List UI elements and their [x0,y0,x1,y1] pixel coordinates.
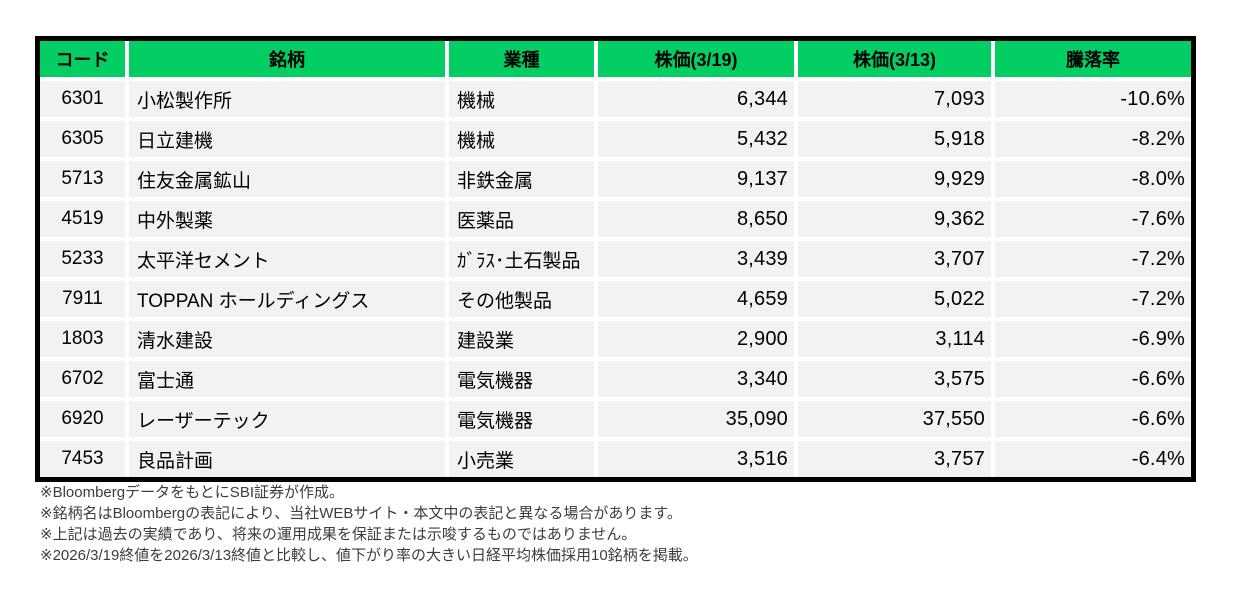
header-code: コード [40,41,125,77]
change-cell: -10.6% [995,81,1191,117]
name-cell: TOPPAN ホールディングス [129,281,445,317]
code-cell: 6920 [40,401,125,437]
name-cell: 日立建機 [129,121,445,157]
change-cell: -6.6% [995,401,1191,437]
price-0313-cell: 5,022 [798,281,991,317]
price-0313-cell: 3,757 [798,441,991,477]
header-name: 銘柄 [129,41,445,77]
footnote-line: ※銘柄名はBloombergの表記により、当社WEBサイト・本文中の表記と異なる… [40,505,682,522]
header-price-0313: 株価(3/13) [798,41,991,77]
footnotes: ※BloombergデータをもとにSBI証券が作成。 ※銘柄名はBloomber… [40,482,698,566]
name-cell: 住友金属鉱山 [129,161,445,197]
code-cell: 5233 [40,241,125,277]
name-cell: 清水建設 [129,321,445,357]
price-0313-cell: 9,929 [798,161,991,197]
code-cell: 4519 [40,201,125,237]
price-0319-cell: 5,432 [598,121,794,157]
price-0319-cell: 8,650 [598,201,794,237]
code-cell: 5713 [40,161,125,197]
sector-cell: 電気機器 [449,361,594,397]
price-0319-cell: 3,340 [598,361,794,397]
change-cell: -8.2% [995,121,1191,157]
sector-cell: ｶﾞﾗｽ･土石製品 [449,241,594,277]
sector-cell: 電気機器 [449,401,594,437]
header-price-0319: 株価(3/19) [598,41,794,77]
price-0313-cell: 7,093 [798,81,991,117]
sector-cell: 医薬品 [449,201,594,237]
name-cell: 良品計画 [129,441,445,477]
change-cell: -7.2% [995,281,1191,317]
name-cell: 小松製作所 [129,81,445,117]
stock-price-table: コード 銘柄 業種 株価(3/19) 株価(3/13) 騰落率 6301 小松製作… [35,36,1196,482]
change-cell: -6.6% [995,361,1191,397]
sector-cell: 建設業 [449,321,594,357]
price-0319-cell: 35,090 [598,401,794,437]
price-0319-cell: 6,344 [598,81,794,117]
sector-cell: 非鉄金属 [449,161,594,197]
change-cell: -6.4% [995,441,1191,477]
name-cell: 中外製薬 [129,201,445,237]
price-0313-cell: 3,114 [798,321,991,357]
sector-cell: その他製品 [449,281,594,317]
price-0319-cell: 3,439 [598,241,794,277]
change-cell: -8.0% [995,161,1191,197]
price-0313-cell: 3,575 [798,361,991,397]
sector-cell: 機械 [449,121,594,157]
footnote-line: ※BloombergデータをもとにSBI証券が作成。 [40,484,344,501]
code-cell: 7453 [40,441,125,477]
name-cell: 富士通 [129,361,445,397]
price-0313-cell: 3,707 [798,241,991,277]
footnote-line: ※上記は過去の実績であり、将来の運用成果を保証または示唆するものではありません。 [40,526,637,543]
footnote-line: ※2026/3/19終値を2026/3/13終値と比較し、値下がり率の大きい日経… [40,547,698,564]
sector-cell: 小売業 [449,441,594,477]
price-0319-cell: 4,659 [598,281,794,317]
change-cell: -7.2% [995,241,1191,277]
code-cell: 7911 [40,281,125,317]
code-cell: 6702 [40,361,125,397]
price-0319-cell: 3,516 [598,441,794,477]
price-0319-cell: 2,900 [598,321,794,357]
name-cell: レーザーテック [129,401,445,437]
price-0313-cell: 5,918 [798,121,991,157]
code-cell: 6305 [40,121,125,157]
code-cell: 1803 [40,321,125,357]
header-change: 騰落率 [995,41,1191,77]
name-cell: 太平洋セメント [129,241,445,277]
header-sector: 業種 [449,41,594,77]
price-0313-cell: 37,550 [798,401,991,437]
sector-cell: 機械 [449,81,594,117]
change-cell: -7.6% [995,201,1191,237]
price-0319-cell: 9,137 [598,161,794,197]
change-cell: -6.9% [995,321,1191,357]
code-cell: 6301 [40,81,125,117]
price-0313-cell: 9,362 [798,201,991,237]
